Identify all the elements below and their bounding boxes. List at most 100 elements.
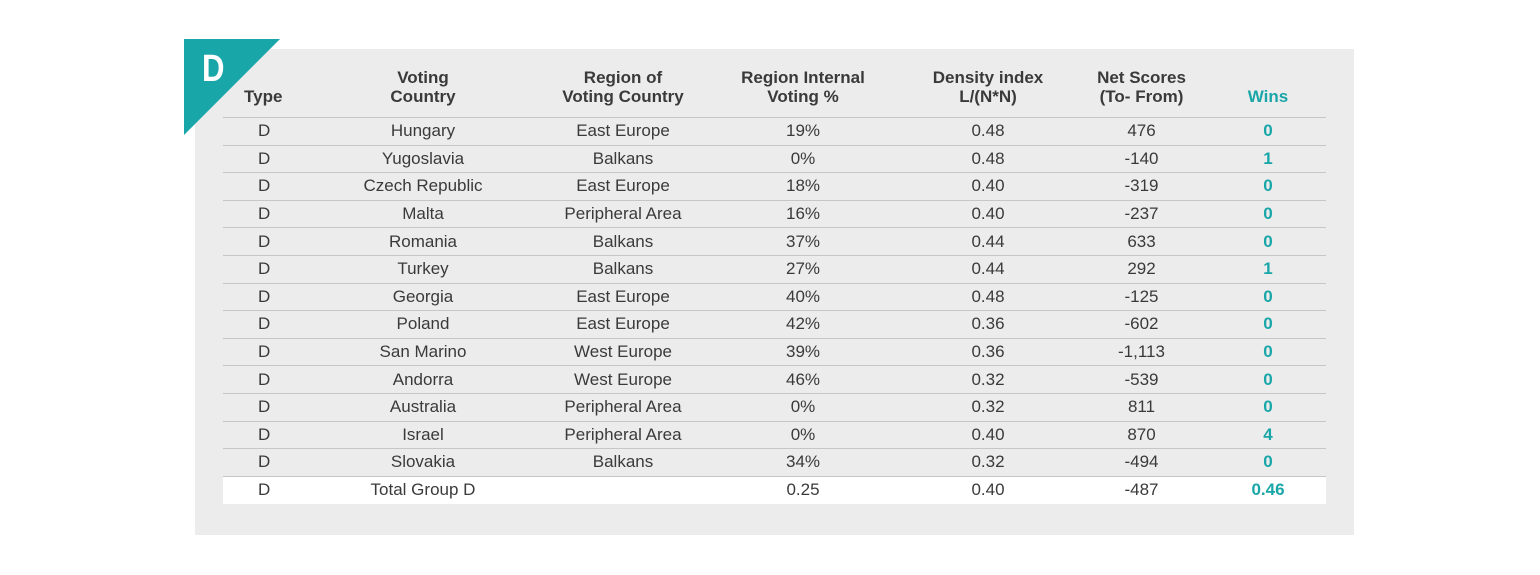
- table-row: D Poland East Europe 42% 0.36 -602 0: [223, 310, 1326, 339]
- header-net-scores: Net Scores (To- From): [1073, 60, 1210, 118]
- type-cell: D: [223, 227, 303, 256]
- header-internal-voting: Region Internal Voting %: [703, 60, 903, 118]
- country-cell: Slovakia: [303, 448, 543, 477]
- country-cell: Yugoslavia: [303, 145, 543, 174]
- density-cell: 0.40: [903, 421, 1073, 450]
- net-score-cell: 292: [1073, 255, 1210, 284]
- internal-voting-cell: 0%: [703, 421, 903, 450]
- region-cell: Balkans: [543, 145, 703, 174]
- region-cell: [543, 476, 703, 504]
- table-row: D Czech Republic East Europe 18% 0.40 -319 0: [223, 172, 1326, 201]
- region-cell: East Europe: [543, 310, 703, 339]
- header-density-index: Density index L/(N*N): [903, 60, 1073, 118]
- table-row: D Malta Peripheral Area 16% 0.40 -237 0: [223, 200, 1326, 229]
- header-voting-country: Voting Country: [303, 60, 543, 118]
- region-cell: Peripheral Area: [543, 200, 703, 229]
- wins-cell: 1: [1210, 145, 1326, 174]
- country-cell: Total Group D: [303, 476, 543, 504]
- density-cell: 0.40: [903, 476, 1073, 504]
- density-cell: 0.44: [903, 255, 1073, 284]
- type-cell: D: [223, 310, 303, 339]
- region-cell: East Europe: [543, 117, 703, 146]
- header-wins: Wins: [1210, 60, 1326, 118]
- internal-voting-cell: 39%: [703, 338, 903, 367]
- net-score-cell: -494: [1073, 448, 1210, 477]
- country-cell: Hungary: [303, 117, 543, 146]
- net-score-cell: 476: [1073, 117, 1210, 146]
- type-cell: D: [223, 145, 303, 174]
- type-cell: D: [223, 117, 303, 146]
- density-cell: 0.40: [903, 200, 1073, 229]
- wins-cell: 1: [1210, 255, 1326, 284]
- table-row: D Georgia East Europe 40% 0.48 -125 0: [223, 283, 1326, 312]
- country-cell: Poland: [303, 310, 543, 339]
- wins-cell: 4: [1210, 421, 1326, 450]
- internal-voting-cell: 18%: [703, 172, 903, 201]
- region-cell: West Europe: [543, 365, 703, 394]
- region-cell: Balkans: [543, 448, 703, 477]
- net-score-cell: -319: [1073, 172, 1210, 201]
- wins-cell: 0: [1210, 227, 1326, 256]
- type-cell: D: [223, 172, 303, 201]
- density-cell: 0.36: [903, 338, 1073, 367]
- wins-cell: 0: [1210, 117, 1326, 146]
- wins-cell: 0: [1210, 310, 1326, 339]
- wins-cell: 0: [1210, 338, 1326, 367]
- region-cell: West Europe: [543, 338, 703, 367]
- internal-voting-cell: 40%: [703, 283, 903, 312]
- density-cell: 0.48: [903, 283, 1073, 312]
- type-cell: D: [223, 283, 303, 312]
- country-cell: Turkey: [303, 255, 543, 284]
- wins-cell: 0: [1210, 200, 1326, 229]
- type-cell: D: [223, 476, 303, 504]
- density-cell: 0.44: [903, 227, 1073, 256]
- header-type: Type: [223, 60, 303, 118]
- internal-voting-cell: 16%: [703, 200, 903, 229]
- country-cell: Israel: [303, 421, 543, 450]
- wins-cell: 0: [1210, 365, 1326, 394]
- country-cell: Georgia: [303, 283, 543, 312]
- net-score-cell: 870: [1073, 421, 1210, 450]
- region-cell: East Europe: [543, 172, 703, 201]
- table-row: D Israel Peripheral Area 0% 0.40 870 4: [223, 421, 1326, 450]
- internal-voting-cell: 34%: [703, 448, 903, 477]
- type-cell: D: [223, 200, 303, 229]
- net-score-cell: -487: [1073, 476, 1210, 504]
- table-row: D Hungary East Europe 19% 0.48 476 0: [223, 117, 1326, 146]
- density-cell: 0.36: [903, 310, 1073, 339]
- country-cell: Malta: [303, 200, 543, 229]
- internal-voting-cell: 0%: [703, 145, 903, 174]
- region-cell: East Europe: [543, 283, 703, 312]
- net-score-cell: -602: [1073, 310, 1210, 339]
- group-d-table: Type Voting Country Region of Voting Count…: [223, 60, 1326, 504]
- internal-voting-cell: 46%: [703, 365, 903, 394]
- table-row: D Romania Balkans 37% 0.44 633 0: [223, 227, 1326, 256]
- density-cell: 0.48: [903, 117, 1073, 146]
- density-cell: 0.32: [903, 393, 1073, 422]
- net-score-cell: -125: [1073, 283, 1210, 312]
- table-row: D Turkey Balkans 27% 0.44 292 1: [223, 255, 1326, 284]
- density-cell: 0.48: [903, 145, 1073, 174]
- table-row: D Australia Peripheral Area 0% 0.32 811 0: [223, 393, 1326, 422]
- net-score-cell: -140: [1073, 145, 1210, 174]
- type-cell: D: [223, 393, 303, 422]
- density-cell: 0.40: [903, 172, 1073, 201]
- region-cell: Balkans: [543, 255, 703, 284]
- type-cell: D: [223, 338, 303, 367]
- net-score-cell: -237: [1073, 200, 1210, 229]
- region-cell: Balkans: [543, 227, 703, 256]
- type-cell: D: [223, 448, 303, 477]
- table-row: D Slovakia Balkans 34% 0.32 -494 0: [223, 448, 1326, 477]
- total-row: D Total Group D 0.25 0.40 -487 0.46: [223, 476, 1326, 504]
- density-cell: 0.32: [903, 448, 1073, 477]
- net-score-cell: -1,113: [1073, 338, 1210, 367]
- internal-voting-cell: 42%: [703, 310, 903, 339]
- wins-cell: 0: [1210, 283, 1326, 312]
- group-badge-letter: D: [202, 48, 225, 90]
- wins-cell: 0: [1210, 448, 1326, 477]
- internal-voting-cell: 27%: [703, 255, 903, 284]
- country-cell: San Marino: [303, 338, 543, 367]
- net-score-cell: 811: [1073, 393, 1210, 422]
- country-cell: Andorra: [303, 365, 543, 394]
- table-row: D San Marino West Europe 39% 0.36 -1,113 0: [223, 338, 1326, 367]
